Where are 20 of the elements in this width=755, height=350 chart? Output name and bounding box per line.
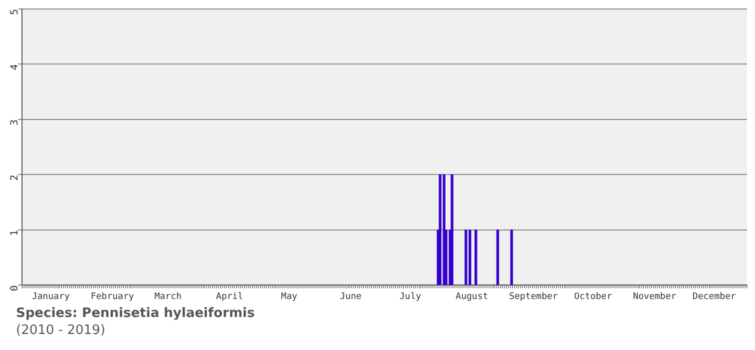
text: Species: Pennisetia hylaeiformis [16,305,256,322]
y-tick-label: 5 [10,9,21,16]
x-tick-label: April [216,292,244,302]
y-tick-label: 3 [10,119,21,126]
x-tick-label: June [340,292,362,302]
x-tick-label: July [399,292,422,302]
x-tick-label: March [154,292,182,302]
y-tick-label: 4 [10,64,21,70]
x-tick-label: September [509,292,558,302]
y-tick-label: 2 [10,174,21,181]
y-tick-label: 0 [10,285,21,292]
x-tick-label: August [456,292,488,302]
x-tick-label: November [632,292,677,302]
x-tick-label: January [32,292,70,302]
x-tick-label: October [574,292,613,302]
x-tick-label: February [90,292,135,302]
x-tick-label: May [281,292,298,302]
x-tick-label: December [692,292,736,302]
y-tick-label: 1 [10,230,21,236]
text: (2010 - 2019) [16,322,106,339]
